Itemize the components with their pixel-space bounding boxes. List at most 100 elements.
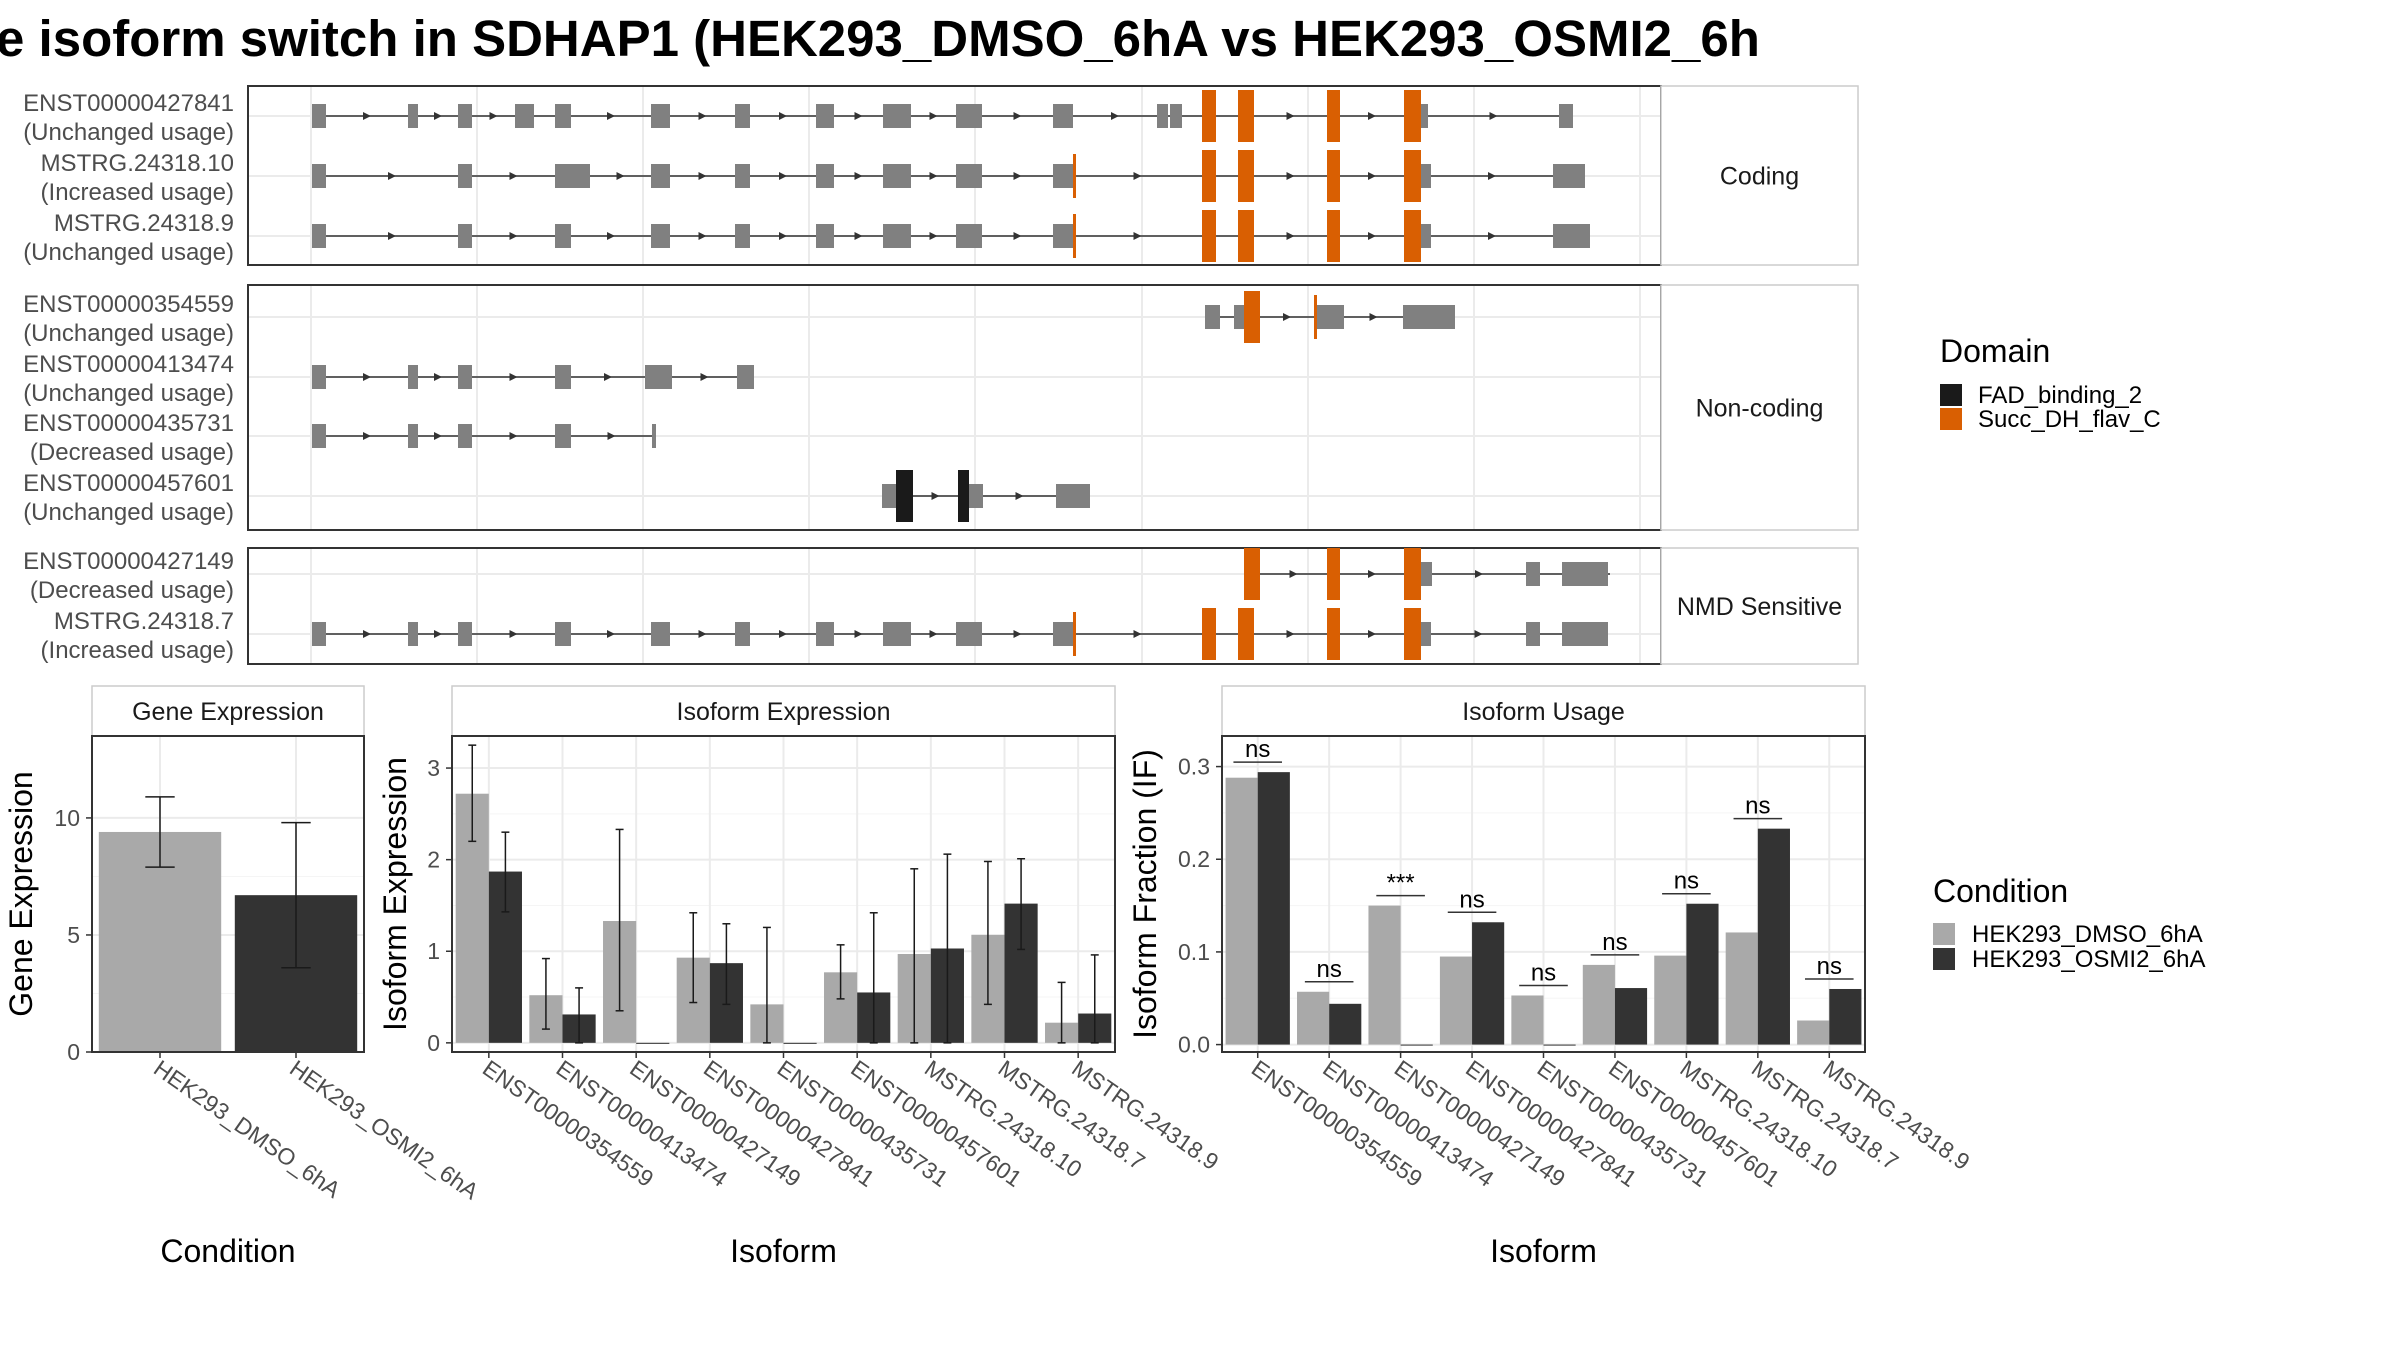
- domain-exon-Succ_DH_flav_C: [1238, 90, 1254, 142]
- bar: [1614, 988, 1648, 1045]
- strand-arrow: [1286, 112, 1295, 120]
- transcript-usage-label: (Unchanged usage): [23, 320, 234, 347]
- x-axis-title: Isoform: [1490, 1233, 1597, 1269]
- strand-arrow: [363, 630, 371, 638]
- exon: [956, 622, 982, 646]
- exon: [408, 104, 418, 128]
- strand-arrow: [616, 172, 625, 180]
- bar: [1400, 1044, 1433, 1046]
- exon: [816, 622, 834, 646]
- exon: [458, 622, 472, 646]
- strand-arrow: [607, 232, 615, 240]
- chart-title: Isoform Expression: [677, 698, 891, 726]
- domain-exon-Succ_DH_flav_C: [1244, 548, 1260, 600]
- strand-arrow: [700, 373, 709, 381]
- domain-exon-Succ_DH_flav_C: [1202, 608, 1216, 660]
- transcript-id-label: ENST00000427149: [23, 548, 234, 575]
- panel-background: [248, 548, 1661, 664]
- exon: [555, 164, 590, 188]
- exon: [883, 164, 911, 188]
- exon: [1314, 305, 1344, 329]
- y-tick-label: 10: [54, 805, 80, 831]
- exon: [312, 164, 326, 188]
- y-tick-label: 0.2: [1178, 846, 1210, 872]
- exon: [882, 484, 896, 508]
- transcript-usage-label: (Increased usage): [41, 637, 234, 664]
- strand-arrow: [779, 112, 787, 120]
- strand-arrow: [1133, 630, 1142, 638]
- strand-arrow: [434, 630, 442, 638]
- domain-exon-Succ_DH_flav_C: [1327, 150, 1340, 202]
- exon: [1553, 164, 1585, 188]
- exon: [1421, 224, 1431, 248]
- strand-arrow: [929, 232, 938, 240]
- exon: [645, 365, 672, 389]
- strand-arrow: [1013, 112, 1022, 120]
- chart-title-strip: [91, 685, 365, 737]
- legend-condition-title: Condition: [1933, 873, 2068, 909]
- panel-strip: [1660, 85, 1859, 266]
- exon: [1526, 622, 1540, 646]
- legend-condition-swatch: [1933, 923, 1955, 945]
- strand-arrow: [607, 630, 615, 638]
- bar: [1686, 903, 1719, 1045]
- y-tick-label: 5: [67, 922, 80, 948]
- strand-arrow: [854, 172, 863, 180]
- panel-strip: [1660, 284, 1859, 531]
- strand-arrow: [1013, 630, 1022, 638]
- exon: [458, 104, 472, 128]
- exon: [1421, 622, 1431, 646]
- transcript-id-label: ENST00000354559: [23, 291, 234, 318]
- y-tick-label: 0: [427, 1030, 440, 1056]
- significance-label: ***: [1387, 870, 1415, 897]
- strand-arrow: [854, 630, 863, 638]
- y-tick-label: 2: [427, 847, 440, 873]
- strand-arrow: [1369, 313, 1378, 321]
- exon: [1053, 622, 1073, 646]
- figure-title: e isoform switch in SDHAP1 (HEK293_DMSO_…: [0, 10, 1760, 67]
- legend-condition-swatch: [1933, 948, 1955, 970]
- domain-exon-Succ_DH_flav_C: [1404, 608, 1421, 660]
- exon: [735, 224, 750, 248]
- title-clip-mask: [1868, 0, 2400, 78]
- exon: [1234, 305, 1244, 329]
- chart-title: Gene Expression: [132, 698, 324, 726]
- strand-arrow: [698, 630, 707, 638]
- strand-arrow: [509, 432, 518, 440]
- exon: [1170, 104, 1182, 128]
- panel-strip-label: NMD Sensitive: [1677, 593, 1842, 621]
- strand-arrow: [489, 112, 498, 120]
- exon: [652, 424, 656, 448]
- transcript-usage-label: (Unchanged usage): [23, 119, 234, 146]
- exon: [735, 104, 750, 128]
- transcript-usage-label: (Decreased usage): [30, 439, 234, 466]
- exon: [816, 104, 834, 128]
- strand-arrow: [1133, 172, 1142, 180]
- strand-arrow: [434, 373, 442, 381]
- y-axis-title: Isoform Expression: [377, 757, 413, 1031]
- transcript-id-label: ENST00000457601: [23, 470, 234, 497]
- strand-arrow: [363, 373, 371, 381]
- transcript-usage-label: (Increased usage): [41, 179, 234, 206]
- transcript-id-label: MSTRG.24318.7: [54, 608, 234, 635]
- strand-arrow: [779, 172, 787, 180]
- strand-arrow: [509, 232, 518, 240]
- exon: [458, 164, 472, 188]
- significance-label: ns: [1674, 868, 1699, 895]
- y-tick-label: 0.0: [1178, 1032, 1210, 1058]
- exon: [1056, 484, 1090, 508]
- exon: [312, 622, 326, 646]
- strand-arrow: [854, 112, 863, 120]
- domain-exon-Succ_DH_flav_C: [1404, 150, 1421, 202]
- y-tick-label: 3: [427, 755, 440, 781]
- significance-label: ns: [1245, 736, 1270, 763]
- domain-exon-Succ_DH_flav_C: [1327, 90, 1340, 142]
- y-axis-title: Isoform Fraction (IF): [1127, 749, 1163, 1039]
- strand-arrow: [1286, 232, 1295, 240]
- transcript-id-label: ENST00000427841: [23, 90, 234, 117]
- exon: [735, 164, 750, 188]
- strand-arrow: [929, 172, 938, 180]
- strand-arrow: [779, 630, 787, 638]
- exon: [458, 424, 472, 448]
- exon: [651, 104, 670, 128]
